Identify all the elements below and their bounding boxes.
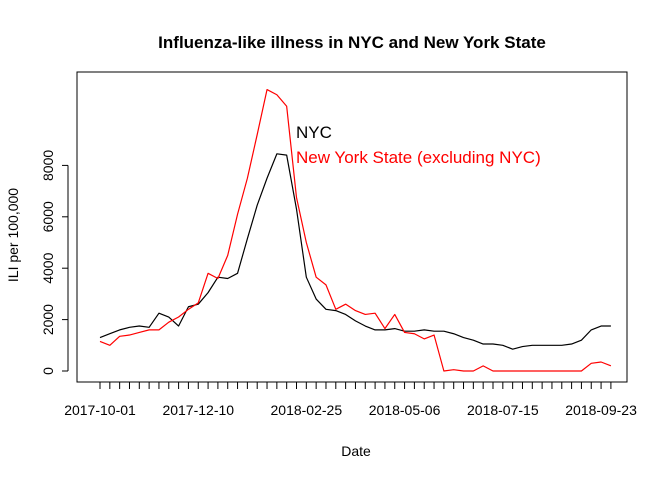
- x-tick-label: 2018-07-15: [467, 402, 539, 418]
- chart-title: Influenza-like illness in NYC and New Yo…: [158, 33, 546, 52]
- y-tick-label: 8000: [40, 150, 56, 181]
- x-tick-label: 2018-09-23: [565, 402, 637, 418]
- x-axis: 2017-10-01 2017-12-10 2018-02-25 2018-05-06…: [64, 381, 637, 418]
- plot-area-frame: [76, 71, 628, 383]
- y-tick-label: 6000: [40, 201, 56, 232]
- y-axis: 0 2000 4000 6000 8000: [40, 150, 69, 375]
- x-tick-label: 2017-12-10: [162, 402, 234, 418]
- x-tick-label: 2018-05-06: [369, 402, 441, 418]
- y-tick-label: 4000: [40, 252, 56, 283]
- x-tick-label: 2017-10-01: [64, 402, 136, 418]
- y-tick-label: 0: [40, 367, 56, 375]
- series-line-1: [99, 88, 612, 372]
- y-tick-label: 2000: [40, 304, 56, 335]
- annotation-nys: New York State (excluding NYC): [296, 148, 541, 167]
- annotation-nyc: NYC: [296, 123, 332, 142]
- y-axis-label: ILI per 100,000: [5, 188, 21, 282]
- series-line-0: [99, 153, 611, 350]
- x-tick-label: 2018-02-25: [271, 402, 343, 418]
- x-axis-label: Date: [341, 443, 371, 459]
- series-group: [99, 88, 612, 372]
